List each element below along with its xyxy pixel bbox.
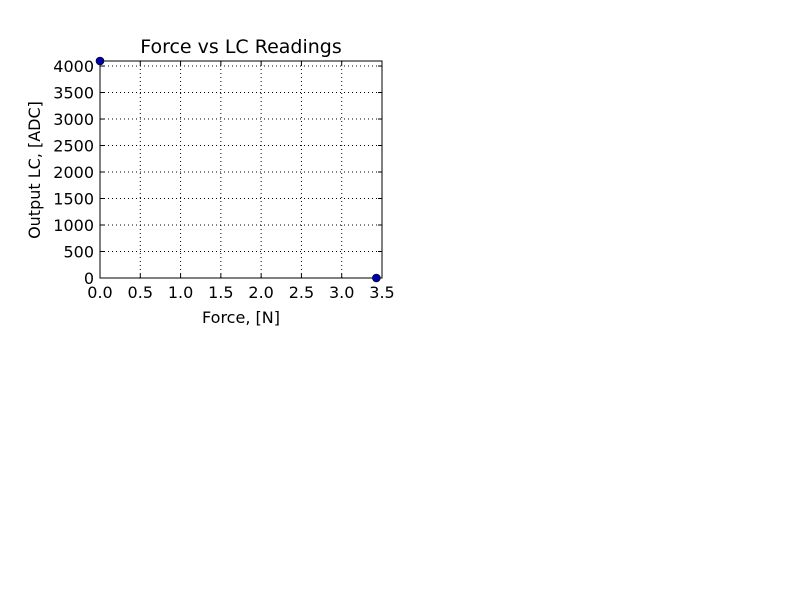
y-tick-label: 2000 <box>53 163 94 182</box>
y-tick-label: 2500 <box>53 137 94 156</box>
y-tick-label: 3500 <box>53 84 94 103</box>
y-tick-label: 4000 <box>53 57 94 76</box>
y-tick-label: 500 <box>63 243 94 262</box>
chart-title: Force vs LC Readings <box>140 36 342 58</box>
x-axis-label: Force, [N] <box>202 308 280 327</box>
x-tick-label: 2.0 <box>248 283 273 302</box>
x-tick-label: 1.0 <box>168 283 193 302</box>
data-points <box>95 56 381 283</box>
y-axis-label: Output LC, [ADC] <box>25 101 44 239</box>
y-tick-label: 0 <box>84 269 94 288</box>
y-tick-label: 1500 <box>53 190 94 209</box>
x-tick-label: 0.0 <box>87 283 112 302</box>
axes-frame <box>99 60 383 279</box>
data-point <box>372 273 381 283</box>
data-point <box>95 56 105 66</box>
grid-lines <box>99 61 383 279</box>
x-tick-label: 1.5 <box>208 283 233 302</box>
x-tick-label: 3.0 <box>329 283 354 302</box>
y-tick-label: 3000 <box>53 110 94 129</box>
x-tick-label: 2.5 <box>289 283 314 302</box>
y-tick-label: 1000 <box>53 216 94 235</box>
axis-ticks: 0.0 0.5 1.0 1.5 2.0 2.5 3.0 3.5 0 500 1000 1500 2000… <box>53 57 394 302</box>
x-tick-label: 3.5 <box>369 283 394 302</box>
x-tick-label: 0.5 <box>128 283 153 302</box>
